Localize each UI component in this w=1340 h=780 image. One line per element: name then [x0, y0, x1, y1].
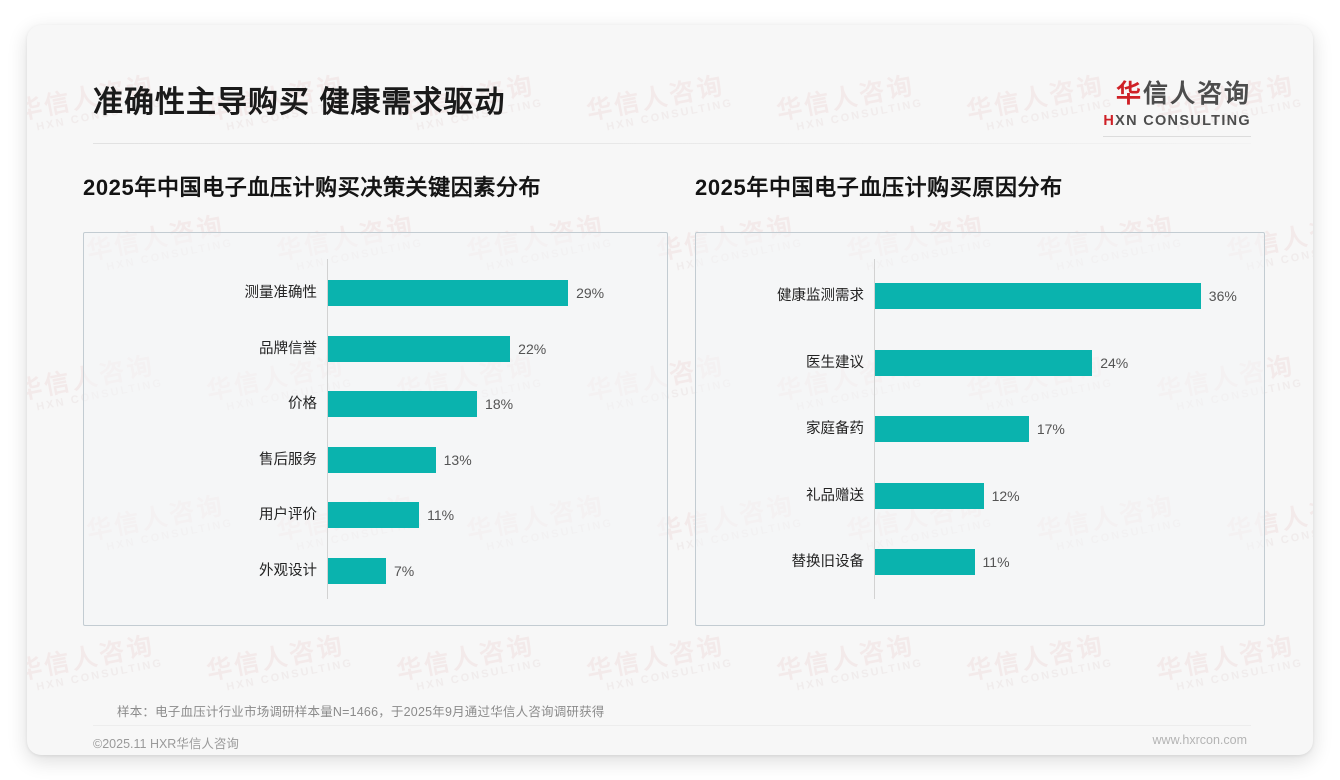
- brand-logo-underline: [1103, 135, 1251, 137]
- bar: [328, 446, 436, 473]
- chart-plot-area: 健康监测需求 36% 医生建议 24% 家庭备药 17% 礼品赠送 12% 替换旧设备 11%: [696, 233, 1264, 625]
- watermark-en: HXN CONSULTING: [1175, 657, 1305, 694]
- watermark-en: HXN CONSULTING: [605, 657, 735, 694]
- bar-value-label: 36%: [1208, 288, 1237, 305]
- bar: [328, 502, 420, 529]
- chart-axis-line: [327, 259, 328, 600]
- bar-category-label: 外观设计: [259, 562, 317, 579]
- bar-category-label: 家庭备药: [806, 421, 864, 438]
- bar-value-label: 12%: [991, 487, 1020, 504]
- footer-website[interactable]: www.hxrcon.com: [1152, 733, 1247, 747]
- watermark-cn: 华信人咨询: [1154, 631, 1298, 686]
- bar-row: 品牌信誉 22%: [84, 335, 667, 362]
- bar-row: 外观设计 7%: [84, 557, 667, 584]
- bar: [328, 280, 569, 307]
- header-divider: [93, 143, 1251, 144]
- chart-title: 2025年中国电子血压计购买决策关键因素分布: [83, 175, 542, 200]
- footer-copyright: ©2025.11 HXR华信人咨询: [93, 737, 239, 751]
- bar-row: 用户评价 11%: [84, 502, 667, 529]
- bar-value-label: 11%: [427, 507, 455, 524]
- brand-logo-cn-red: 华: [1115, 80, 1143, 108]
- slide-header: 准确性主导购买 健康需求驱动 华信人咨询 HXN CONSULTING: [27, 25, 1313, 144]
- watermark-en: HXN CONSULTING: [415, 657, 545, 694]
- bar: [328, 335, 511, 362]
- bar: [875, 549, 975, 576]
- bar: [875, 482, 984, 509]
- bar-value-label: 24%: [1100, 354, 1129, 371]
- bar-category-label: 用户评价: [259, 507, 317, 524]
- chart-title: 2025年中国电子血压计购买原因分布: [695, 175, 1063, 200]
- watermark-en: HXN CONSULTING: [225, 657, 355, 694]
- source-footnote: 样本：电子血压计行业市场调研样本量N=1466，于2025年9月通过华信人咨询调…: [117, 705, 605, 719]
- slide-card: 华信人咨询 HXN CONSULTING 华信人咨询 HXN CONSULTING 华信…: [27, 25, 1313, 755]
- bar: [875, 283, 1201, 310]
- bar-category-label: 礼品赠送: [806, 487, 864, 504]
- bar-row: 价格 18%: [84, 391, 667, 418]
- bar-row: 测量准确性 29%: [84, 280, 667, 307]
- bar: [875, 349, 1093, 376]
- bar-value-label: 7%: [393, 562, 415, 579]
- footer-divider: [93, 725, 1251, 726]
- watermark-cn: 华信人咨询: [964, 631, 1108, 686]
- bar-category-label: 价格: [288, 396, 317, 413]
- brand-logo-en: HXN CONSULTING: [1103, 114, 1251, 129]
- bar-row: 家庭备药 17%: [696, 416, 1264, 443]
- bar: [328, 557, 386, 584]
- chart-axis-line: [874, 259, 875, 600]
- watermark-cn: 华信人咨询: [584, 631, 728, 686]
- chart-block-purchase-reasons: 2025年中国电子血压计购买原因分布 健康监测需求 36% 医生建议 24% 家庭备药 1…: [695, 175, 1265, 627]
- chart-block-decision-factors: 2025年中国电子血压计购买决策关键因素分布 测量准确性 29% 品牌信誉 22% 价格…: [83, 175, 668, 627]
- watermark-cn: 华信人咨询: [774, 631, 918, 686]
- brand-logo-cn: 华信人咨询: [1103, 82, 1251, 107]
- bar-value-label: 11%: [982, 554, 1010, 571]
- watermark-cn: 华信人咨询: [394, 631, 538, 686]
- bar-value-label: 18%: [485, 396, 514, 413]
- bar-row: 售后服务 13%: [84, 446, 667, 473]
- bar: [328, 391, 478, 418]
- watermark-cn: 华信人咨询: [27, 631, 158, 686]
- chart-panel: 健康监测需求 36% 医生建议 24% 家庭备药 17% 礼品赠送 12% 替换旧设备 11%: [695, 232, 1265, 627]
- bar-category-label: 品牌信誉: [259, 340, 317, 357]
- bar-category-label: 健康监测需求: [777, 288, 864, 305]
- bar: [875, 416, 1029, 443]
- bar-category-label: 替换旧设备: [791, 554, 865, 571]
- bar-value-label: 13%: [443, 451, 472, 468]
- bar-row: 医生建议 24%: [696, 349, 1264, 376]
- page-title: 准确性主导购买 健康需求驱动: [93, 86, 506, 119]
- bar-row: 礼品赠送 12%: [696, 482, 1264, 509]
- brand-logo-cn-rest: 信人咨询: [1142, 80, 1251, 108]
- bar-category-label: 医生建议: [806, 354, 864, 371]
- watermark-en: HXN CONSULTING: [795, 657, 925, 694]
- bar-value-label: 29%: [576, 285, 605, 302]
- bar-value-label: 22%: [518, 340, 547, 357]
- bar-row: 替换旧设备 11%: [696, 549, 1264, 576]
- brand-logo-en-rest: XN CONSULTING: [1115, 113, 1251, 129]
- bar-value-label: 17%: [1036, 421, 1065, 438]
- watermark-en: HXN CONSULTING: [985, 657, 1115, 694]
- watermark-cn: 华信人咨询: [204, 631, 348, 686]
- chart-plot-area: 测量准确性 29% 品牌信誉 22% 价格 18% 售后服务 13% 用户评价 11% 外观设计 7%: [84, 233, 667, 625]
- bar-row: 健康监测需求 36%: [696, 283, 1264, 310]
- bar-category-label: 售后服务: [259, 451, 317, 468]
- chart-panel: 测量准确性 29% 品牌信誉 22% 价格 18% 售后服务 13% 用户评价 11% 外观设计 7%: [83, 232, 668, 627]
- watermark-en: HXN CONSULTING: [35, 657, 165, 694]
- brand-logo: 华信人咨询 HXN CONSULTING: [1103, 82, 1251, 137]
- brand-logo-en-red: H: [1103, 113, 1116, 129]
- bar-category-label: 测量准确性: [244, 285, 318, 302]
